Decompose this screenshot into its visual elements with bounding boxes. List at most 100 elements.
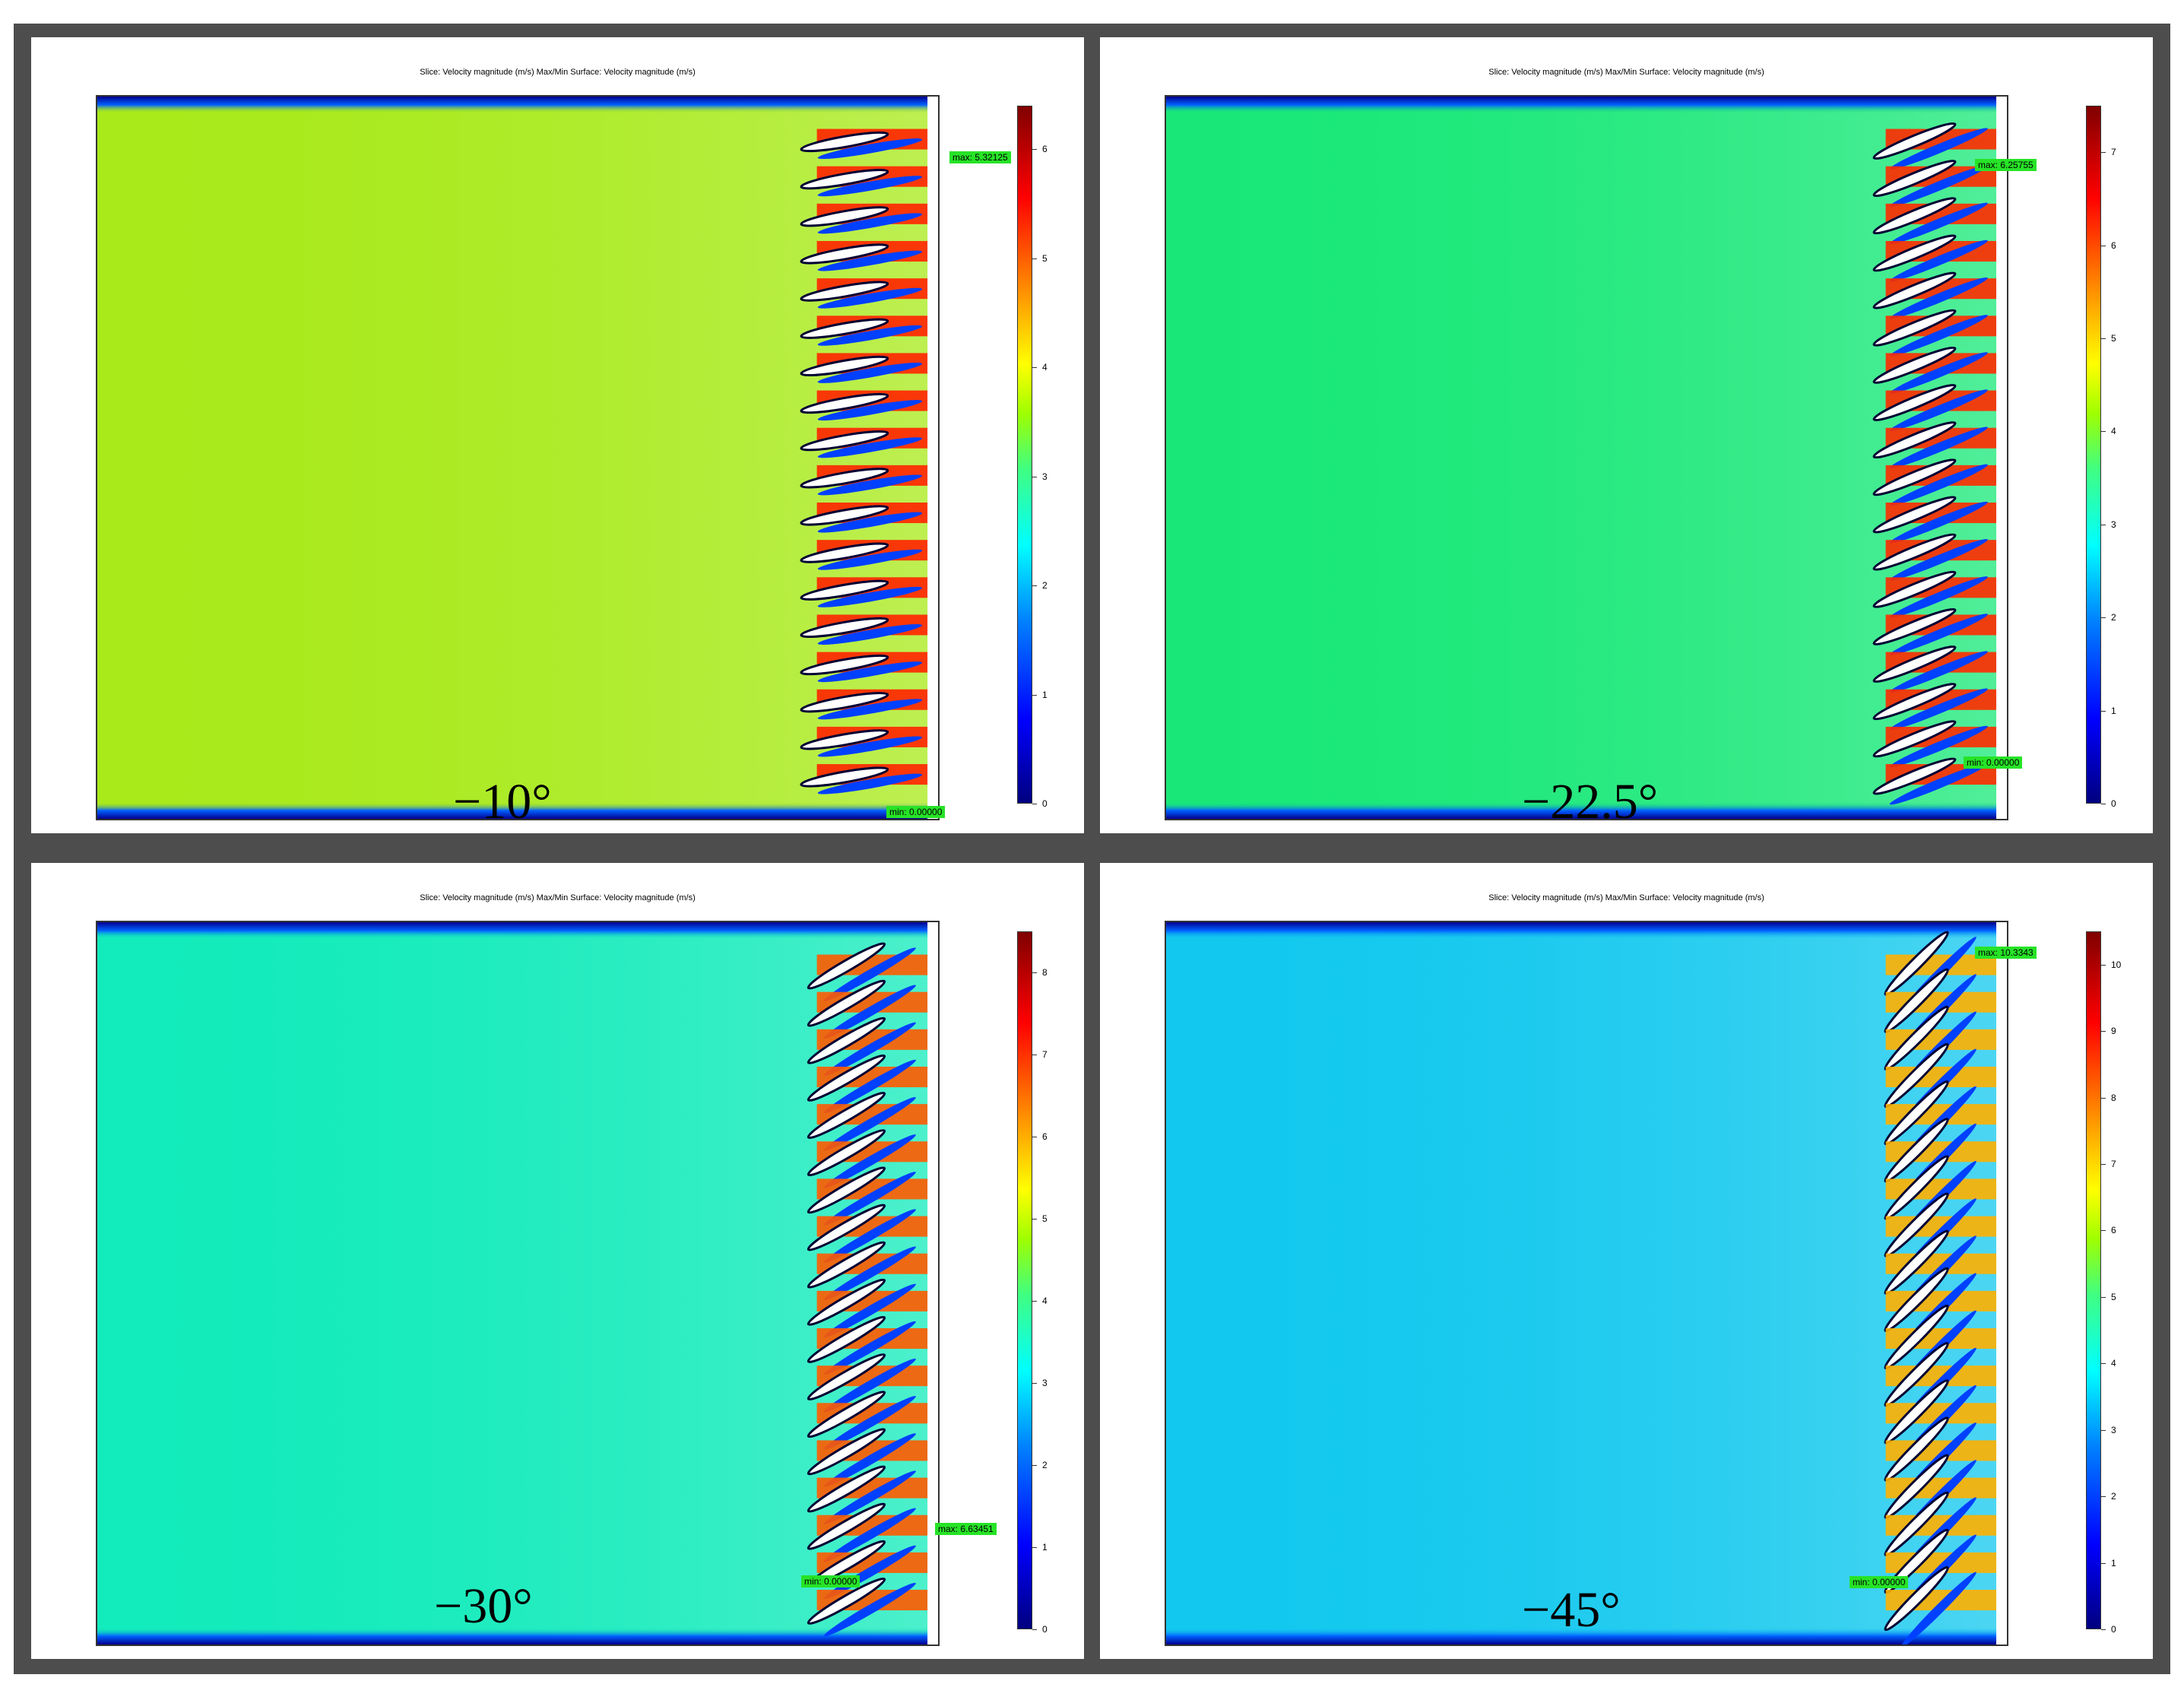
plot-title: Slice: Velocity magnitude (m/s) Max/Min … (420, 893, 696, 902)
colorbar-tick-mark (2101, 1296, 2106, 1298)
colorbar-tick-mark (1032, 258, 1037, 259)
max-value-tag: max: 6.25755 (1975, 159, 2037, 171)
colorbar-tick-mark (2101, 1629, 2106, 1630)
min-value-tag: min: 0.00000 (886, 806, 946, 818)
colorbar-tick-label: 6 (2111, 239, 2116, 251)
colorbar-tick-label: 2 (1042, 580, 1048, 592)
colorbar-tick-label: 1 (1042, 1542, 1048, 1553)
panel-1: Slice: Velocity magnitude (m/s) Max/Min … (31, 37, 1084, 833)
velocity-field-plot (96, 921, 940, 1646)
airfoil-blade (1872, 570, 1957, 608)
airfoil-blade (1872, 533, 1957, 571)
airfoil-blade (1872, 645, 1957, 684)
colorbar (2086, 931, 2101, 1629)
colorbar-tick-mark (1032, 149, 1037, 151)
airfoil-blade (800, 766, 889, 788)
airfoil-blade (1884, 1118, 1949, 1183)
panel-4: Slice: Velocity magnitude (m/s) Max/Min … (1100, 863, 2153, 1659)
airfoil-blade (807, 1353, 886, 1401)
colorbar-tick-mark (2101, 1363, 2106, 1365)
colorbar-tick-mark (2101, 1164, 2106, 1165)
colorbar-tick-mark (2101, 964, 2106, 966)
colorbar-tick-label: 7 (2111, 147, 2116, 158)
colorbar-tick-label: 0 (2111, 1624, 2116, 1635)
colorbar-tick-mark (2101, 617, 2106, 619)
top-wall-boundary-layer (1166, 922, 2007, 939)
plot-title: Slice: Velocity magnitude (m/s) Max/Min … (420, 68, 696, 77)
min-value-tag: min: 0.00000 (1964, 756, 2023, 769)
airfoil-blade (807, 1166, 886, 1214)
colorbar-tick-mark (1032, 1629, 1037, 1630)
colorbar-tick-mark (2101, 1562, 2106, 1564)
colorbar-tick-mark (1032, 585, 1037, 587)
colorbar-tick-label: 8 (2111, 1092, 2116, 1103)
min-value-tag: min: 0.00000 (1850, 1576, 1909, 1588)
outlet-region (927, 922, 938, 1645)
max-value-tag: max: 10.3343 (1975, 947, 2037, 959)
colorbar-tick-label: 5 (2111, 333, 2116, 344)
top-wall-boundary-layer (97, 922, 938, 939)
colorbar-tick-label: 0 (1042, 1624, 1048, 1635)
colorbar-tick-label: 1 (2111, 705, 2116, 716)
max-value-tag: max: 5.32125 (949, 151, 1011, 163)
airfoil-blade (807, 1391, 886, 1438)
colorbar-tick-label: 3 (1042, 471, 1048, 482)
bottom-wall-boundary-layer (1166, 802, 2007, 819)
airfoil-blade (1884, 1080, 1949, 1146)
colorbar-tick-mark (1032, 1219, 1037, 1220)
colorbar-tick-label: 7 (1042, 1049, 1048, 1060)
airfoil-blade (800, 243, 889, 265)
colorbar-tick-label: 4 (1042, 362, 1048, 373)
colorbar-tick-label: 0 (2111, 798, 2116, 809)
airfoil-blade (800, 355, 889, 377)
airfoil-blade (1872, 271, 1957, 309)
airfoil-blade (800, 468, 889, 489)
colorbar (2086, 106, 2101, 804)
airfoil-blade (807, 1502, 886, 1550)
bottom-wall-boundary-layer (1166, 1628, 2007, 1645)
airfoil-blade (1872, 683, 1957, 721)
colorbar (1017, 106, 1032, 804)
outlet-region (1996, 922, 2007, 1645)
colorbar-tick-label: 8 (1042, 967, 1048, 978)
velocity-field-plot (1165, 921, 2008, 1646)
angle-label: −10° (453, 774, 552, 829)
colorbar-tick-label: 6 (2111, 1225, 2116, 1236)
colorbar-tick-label: 5 (1042, 252, 1048, 264)
colorbar-tick-label: 4 (2111, 1358, 2116, 1369)
colorbar-tick-label: 0 (1042, 798, 1048, 809)
colorbar-tick-label: 1 (1042, 689, 1048, 700)
airfoil-blade (1884, 1416, 1949, 1482)
airfoil-blade (1884, 1005, 1949, 1071)
bottom-wall-boundary-layer (97, 802, 938, 819)
airfoil-blade (800, 392, 889, 414)
angle-label: −30° (434, 1578, 533, 1634)
airfoil-blade (1884, 1379, 1949, 1445)
airfoil-blade (1872, 160, 1957, 198)
colorbar-tick-label: 6 (1042, 1131, 1048, 1142)
top-wall-boundary-layer (1166, 97, 2007, 113)
airfoil-blade (800, 579, 889, 601)
airfoil-blade (1872, 346, 1957, 384)
airfoil-blade (800, 131, 889, 153)
airfoil-blade (1872, 720, 1957, 758)
plot-title: Slice: Velocity magnitude (m/s) Max/Min … (1488, 68, 1764, 77)
airfoil-blade (1872, 757, 1957, 795)
airfoil-blade (1884, 1229, 1949, 1295)
airfoil-blade (1872, 383, 1957, 422)
colorbar-tick-label: 2 (2111, 1491, 2116, 1502)
colorbar-tick-label: 2 (1042, 1460, 1048, 1470)
colorbar-tick-label: 9 (2111, 1026, 2116, 1037)
colorbar-tick-mark (1032, 367, 1037, 369)
airfoil-blade (800, 206, 889, 227)
colorbar-tick-mark (2101, 431, 2106, 433)
colorbar-tick-mark (2101, 1031, 2106, 1032)
airfoil-blade (1872, 496, 1957, 534)
colorbar-tick-mark (1032, 1301, 1037, 1302)
airfoil-blade (1884, 931, 1949, 996)
airfoil-blade (807, 1577, 886, 1625)
colorbar-tick-label: 1 (2111, 1557, 2116, 1568)
airfoil-blade (807, 1278, 886, 1326)
airfoil-blade (1884, 968, 1949, 1033)
airfoil-blade (800, 281, 889, 302)
